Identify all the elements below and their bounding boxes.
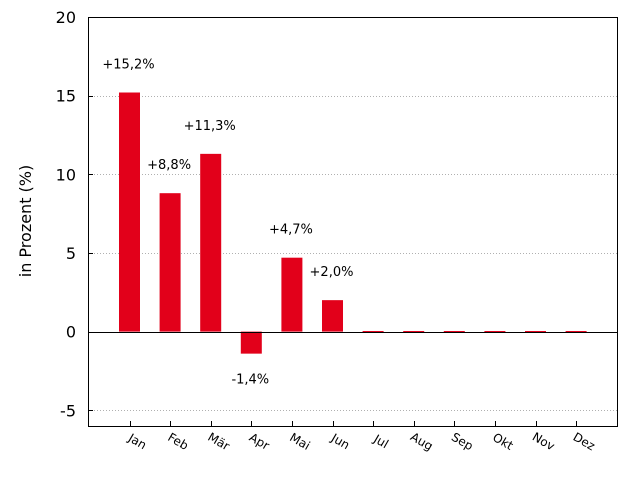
grid-lines [88,96,617,411]
bar-jun [322,300,343,332]
bars [119,92,587,354]
x-tick-label: Mai [287,430,312,453]
bar-mai [281,257,303,332]
data-label: +2,0% [310,265,354,280]
x-tick-label: Jul [370,431,390,451]
bar-feb [159,193,181,332]
bar-apr [240,331,262,354]
y-tick-label: 5 [66,244,76,263]
data-label: +15,2% [102,58,154,73]
bar-sep [443,331,465,333]
x-tick-label: Aug [408,430,435,454]
x-tick-label: Apr [247,430,272,453]
y-tick-label: -5 [60,401,76,420]
plot-frame [88,17,618,427]
x-tick-label: Feb [165,430,190,453]
y-tick-label: 15 [56,87,76,106]
x-tick-label: Nov [530,430,557,454]
bar-dez [565,331,587,333]
x-tick-label: Dez [571,430,598,454]
data-label: +4,7% [269,223,313,238]
x-tick-label: Jun [328,430,352,452]
y-tick-label: 20 [56,8,76,27]
y-axis-ticks: -5 0 5 10 15 20 [56,8,93,420]
x-axis-ticks: Jan Feb Mär Apr Mai Jun Jul Aug Sep Okt Nov Dez [125,421,598,454]
bar-mär [200,153,222,332]
data-labels: +15,2% +8,8% +11,3% -1,4% +4,7% +2,0% [102,58,353,388]
y-tick-label: 10 [56,165,76,184]
data-label: +8,8% [147,158,191,173]
bar-okt [484,331,506,333]
data-label: -1,4% [231,373,269,388]
x-tick-label: Jan [125,430,149,452]
x-tick-label: Sep [449,430,476,453]
bar-jan [119,92,140,332]
x-tick-label: Mär [205,430,232,453]
x-tick-label: Okt [490,430,516,453]
y-axis-label: in Prozent (%) [16,165,35,277]
bar-aug [403,331,425,333]
bar-jul [362,331,384,333]
bar-nov [525,331,546,333]
data-label: +11,3% [184,119,236,134]
y-tick-label: 0 [66,323,76,342]
